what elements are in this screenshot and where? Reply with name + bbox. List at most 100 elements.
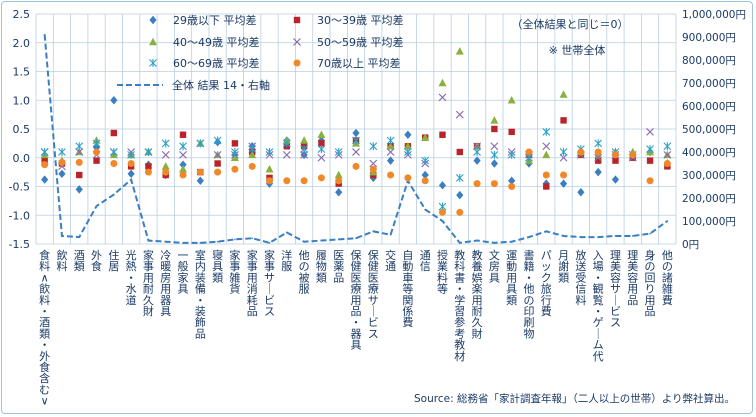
legend-marker-triangle bbox=[149, 37, 157, 46]
total-line-point bbox=[199, 242, 202, 244]
data-point-diamond bbox=[75, 185, 83, 194]
data-point-diamond bbox=[41, 175, 49, 184]
data-point-x bbox=[282, 150, 291, 159]
total-line-point bbox=[458, 242, 461, 244]
total-line-point bbox=[286, 231, 288, 234]
total-line-point bbox=[268, 242, 271, 244]
category-label: 自動車等関係費 bbox=[402, 249, 413, 329]
category-label: 履物類 bbox=[316, 249, 327, 284]
data-point-diamond bbox=[438, 181, 447, 190]
data-point-asterisk bbox=[507, 150, 516, 159]
data-point-diamond bbox=[335, 188, 343, 197]
left-tick-label: 2.0 bbox=[13, 37, 31, 50]
data-point-triangle bbox=[248, 150, 257, 159]
data-point-asterisk bbox=[179, 142, 187, 151]
category-label: 保健医療サ｜ビス bbox=[368, 248, 379, 340]
category-label: 放送受信料 bbox=[575, 248, 586, 307]
data-point-circle bbox=[456, 208, 464, 216]
data-point-diamond bbox=[386, 156, 395, 165]
total-line-point bbox=[441, 220, 444, 222]
category-label: 冷暖房用器具 bbox=[160, 249, 171, 318]
data-point-asterisk bbox=[404, 148, 412, 156]
right-tick-label: 600,000円 bbox=[682, 101, 736, 113]
legend-label: 60～69歳 平均差 bbox=[173, 56, 260, 70]
data-point-circle bbox=[560, 171, 568, 179]
category-label: パック旅行費 bbox=[541, 249, 552, 318]
category-label: 文房具 bbox=[489, 248, 500, 284]
data-point-triangle bbox=[386, 142, 395, 150]
total-line-point bbox=[614, 235, 617, 237]
data-point-square bbox=[491, 125, 498, 133]
right-tick-label: 0円 bbox=[682, 239, 699, 251]
data-point-x bbox=[161, 150, 170, 159]
total-line-point bbox=[337, 238, 340, 241]
category-label: 他の諸雑費 bbox=[662, 249, 673, 307]
data-point-asterisk bbox=[559, 148, 568, 156]
data-point-triangle bbox=[161, 162, 170, 170]
data-point-asterisk bbox=[455, 173, 464, 182]
data-point-asterisk bbox=[282, 139, 291, 148]
total-line-point bbox=[510, 240, 513, 243]
data-point-x bbox=[300, 150, 309, 159]
data-point-x bbox=[559, 153, 568, 162]
total-line-point bbox=[389, 234, 392, 236]
data-point-circle bbox=[663, 160, 671, 167]
data-point-square bbox=[41, 157, 48, 164]
data-point-diamond bbox=[456, 190, 464, 200]
right-tick-label: 500,000円 bbox=[682, 124, 736, 136]
right-tick-label: 800,000円 bbox=[682, 55, 736, 67]
data-point-diamond bbox=[196, 176, 204, 185]
legend-marker-square bbox=[293, 16, 301, 24]
data-point-triangle bbox=[334, 170, 343, 179]
total-line-point bbox=[666, 220, 669, 222]
data-point-triangle bbox=[421, 133, 430, 141]
data-point-asterisk bbox=[386, 136, 395, 145]
right-tick-label: 200,000円 bbox=[682, 193, 736, 205]
data-point-asterisk bbox=[334, 148, 343, 156]
left-tick-label: -1.0 bbox=[9, 209, 30, 222]
data-point-square bbox=[612, 157, 619, 164]
data-point-asterisk bbox=[40, 148, 49, 156]
data-point-triangle bbox=[265, 165, 274, 173]
data-point-circle bbox=[179, 171, 187, 179]
data-point-diamond bbox=[404, 130, 412, 139]
data-point-circle bbox=[629, 151, 637, 159]
data-point-square bbox=[231, 140, 239, 147]
data-point-circle bbox=[317, 174, 325, 182]
total-line-point bbox=[597, 236, 599, 238]
category-label: 酒類 bbox=[74, 249, 85, 273]
left-tick-label: 0.5 bbox=[13, 123, 31, 136]
left-axis-ticks: -1.5 -1.0 -0.5 0.0 0.5 1.0 1.5 2.0 2.5 bbox=[9, 8, 30, 251]
total-line-point bbox=[43, 33, 46, 36]
data-point-circle bbox=[594, 148, 602, 156]
data-point-asterisk bbox=[265, 148, 274, 156]
data-point-x bbox=[438, 93, 447, 102]
data-point-circle bbox=[404, 174, 412, 182]
data-point-circle bbox=[214, 168, 222, 176]
category-label: 通信 bbox=[420, 249, 431, 273]
data-point-circle bbox=[93, 148, 101, 156]
data-point-circle bbox=[508, 183, 516, 190]
data-point-circle bbox=[231, 165, 239, 173]
data-point-triangle bbox=[559, 90, 568, 98]
left-tick-label: 0.0 bbox=[13, 152, 31, 165]
data-point-square bbox=[318, 140, 325, 147]
data-point-x bbox=[369, 159, 378, 168]
category-label: 理美容サ｜ビス bbox=[610, 249, 621, 329]
data-point-circle bbox=[542, 171, 550, 179]
data-point-triangle bbox=[438, 78, 447, 87]
data-point-circle bbox=[611, 151, 619, 159]
data-point-triangle bbox=[317, 130, 326, 138]
data-point-circle bbox=[162, 168, 170, 176]
data-point-diamond bbox=[508, 176, 516, 185]
data-point-asterisk bbox=[196, 139, 205, 148]
right-tick-label: 900,000円 bbox=[682, 32, 736, 44]
category-label: 医薬品 bbox=[333, 249, 344, 284]
legend-label: 40～49歳 平均差 bbox=[173, 35, 260, 49]
data-point-x bbox=[663, 150, 672, 159]
category-label: 身の回り用品 bbox=[645, 248, 656, 318]
data-point-circle bbox=[646, 177, 654, 185]
total-line-point bbox=[147, 239, 150, 242]
